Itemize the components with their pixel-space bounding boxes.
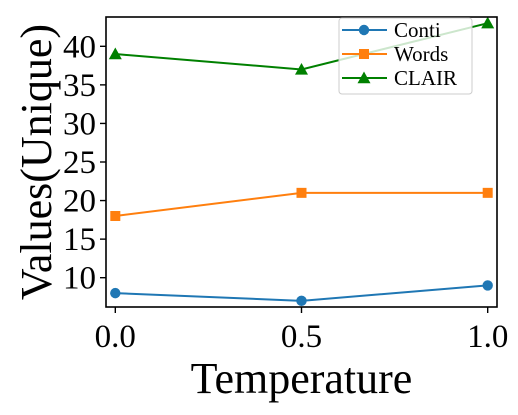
y-tick-label: 15 [63,222,96,258]
y-tick-label: 35 [63,68,96,104]
y-tick-label: 20 [63,184,96,220]
data-point-clair [295,62,308,75]
data-point-conti [110,287,121,299]
y-tick-label: 10 [63,261,96,297]
legend-label: Words [394,42,448,66]
series-words [110,187,493,221]
legend-marker [358,24,370,36]
data-point-conti [296,295,307,307]
data-point-clair [108,47,122,60]
data-point-words [110,210,121,221]
legend-box [338,17,473,95]
y-tick-label: 25 [63,145,96,181]
legend-entry-clair: CLAIR [342,66,457,90]
legend-label: CLAIR [394,66,457,90]
legend-entry-words: Words [342,42,448,66]
data-point-conti [482,280,493,291]
y-tick-label: 40 [63,29,96,65]
data-point-words [296,187,307,198]
data-point-words [482,187,493,198]
x-axis-label: Temperature [191,354,413,403]
legend-entry-conti: Conti [342,18,441,42]
legend-label: Conti [394,18,441,42]
y-tick-label: 30 [63,106,96,142]
x-tick-label: 0.5 [281,319,322,355]
data-point-clair [481,16,495,29]
x-tick-label: 0.0 [95,319,136,355]
legend-marker [357,71,371,84]
legend-marker [359,49,369,59]
series-conti [110,280,493,307]
y-axis-label: Values(Unique) [12,24,61,300]
x-tick-label: 1.0 [467,319,508,355]
